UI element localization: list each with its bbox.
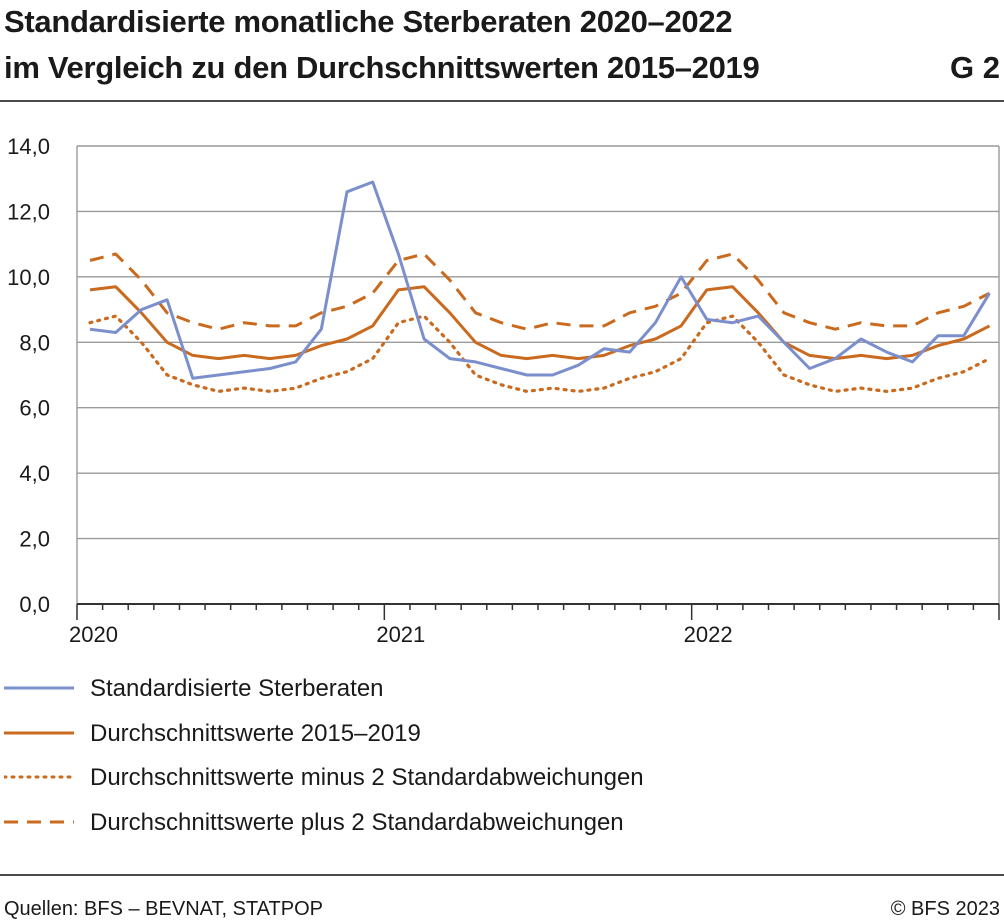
legend-item-minus2sd: Durchschnittswerte minus 2 Standardabwei… bbox=[0, 761, 1004, 801]
source-note: Quellen: BFS – BEVNAT, STATPOP bbox=[4, 898, 323, 920]
legend-label-plus2sd: Durchschnittswerte plus 2 Standardabweic… bbox=[90, 809, 624, 836]
y-tick-label: 12,0 bbox=[7, 199, 50, 224]
series-line-minus2sd bbox=[88, 314, 992, 393]
series-line-average bbox=[89, 285, 991, 361]
series-lines bbox=[88, 180, 992, 393]
y-tick-label: 0,0 bbox=[19, 592, 50, 617]
chart-title-line-2: im Vergleich zu den Durchschnittswerten … bbox=[4, 50, 760, 85]
y-tick-label: 8,0 bbox=[19, 330, 50, 355]
y-tick-label: 6,0 bbox=[19, 396, 50, 421]
legend-item-observed: Standardisierte Sterberaten bbox=[0, 672, 1004, 712]
legend-swatch-dashed-orange bbox=[4, 820, 74, 824]
x-tick-label: 2020 bbox=[69, 622, 118, 647]
x-tick-label: 2022 bbox=[684, 622, 733, 647]
line-chart: 0,0 2,0 4,0 6,0 8,0 10,0 12,0 14,0 2020 2021 2022 bbox=[7, 134, 1000, 647]
grid bbox=[76, 145, 1000, 605]
y-tick-label: 4,0 bbox=[19, 461, 50, 486]
legend-swatch-solid-orange bbox=[4, 731, 74, 735]
series-line-plus2sd bbox=[89, 252, 991, 331]
legend-swatch-solid-blue bbox=[4, 686, 74, 690]
y-tick-label: 10,0 bbox=[7, 265, 50, 290]
footer-divider bbox=[0, 874, 1004, 876]
title-divider bbox=[0, 100, 1004, 102]
legend-label-minus2sd: Durchschnittswerte minus 2 Standardabwei… bbox=[90, 764, 644, 791]
series-line-observed bbox=[89, 180, 991, 380]
axes: 0,0 2,0 4,0 6,0 8,0 10,0 12,0 14,0 2020 2021 2022 bbox=[7, 134, 1000, 647]
legend-item-plus2sd: Durchschnittswerte plus 2 Standardabweic… bbox=[0, 806, 1004, 846]
legend-item-average: Durchschnittswerte 2015–2019 bbox=[0, 717, 1004, 757]
y-tick-label: 14,0 bbox=[7, 134, 50, 159]
copyright-note: © BFS 2023 bbox=[890, 898, 1000, 920]
chart-id: G 2 bbox=[950, 50, 1000, 85]
chart-title-line-1: Standardisierte monatliche Sterberaten 2… bbox=[4, 4, 733, 39]
legend-swatch-dotted-orange bbox=[4, 775, 76, 779]
legend-label-average: Durchschnittswerte 2015–2019 bbox=[90, 720, 421, 747]
legend-label-observed: Standardisierte Sterberaten bbox=[90, 675, 384, 702]
y-tick-label: 2,0 bbox=[19, 527, 50, 552]
x-tick-label: 2021 bbox=[376, 622, 425, 647]
